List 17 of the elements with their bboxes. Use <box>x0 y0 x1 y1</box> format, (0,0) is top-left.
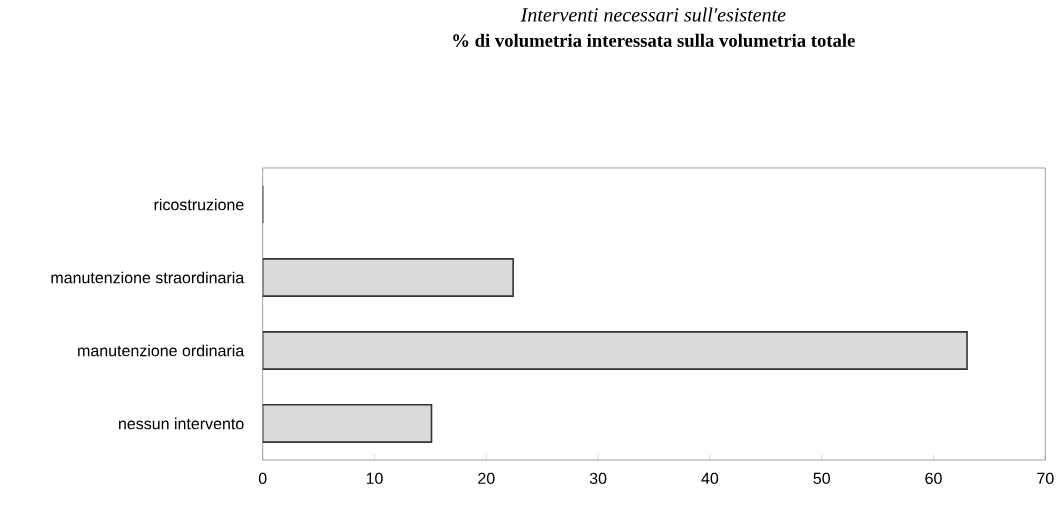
x-tick-label: 40 <box>701 472 719 485</box>
x-tick-label: 0 <box>258 472 267 485</box>
bar <box>262 404 433 443</box>
x-tick-label: 10 <box>366 472 383 485</box>
y-tick-label: ricostruzione <box>154 198 244 211</box>
bar <box>262 331 968 370</box>
y-tick-label: manutenzione straordinaria <box>51 271 245 284</box>
x-tick-label: 50 <box>813 472 830 485</box>
x-tick-label: 60 <box>925 472 942 485</box>
x-tick-label: 30 <box>589 472 607 485</box>
y-tick-label: nessun intervento <box>119 417 244 430</box>
y-tick-label: manutenzione ordinaria <box>78 344 245 357</box>
x-tick-label: 70 <box>1037 472 1054 485</box>
chart-subtitle: % di volumetria interessata sulla volumetria totale <box>453 33 855 47</box>
bar <box>262 258 514 297</box>
chart-title: Interventi necessari sull'esistente <box>520 7 786 22</box>
x-tick-label: 20 <box>478 472 495 485</box>
